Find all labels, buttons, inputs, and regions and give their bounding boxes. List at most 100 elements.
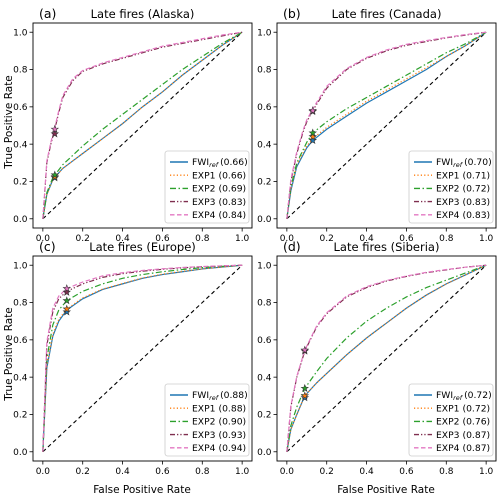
x-tick-label: 1.0	[235, 234, 250, 244]
legend-series-name: FWI	[436, 157, 453, 168]
legend-series-name: EXP1	[192, 403, 216, 414]
x-tick-label: 0.8	[195, 467, 210, 477]
panel-title: Late fires (Siberia)	[334, 240, 440, 254]
legend-label: EXP3 (0.87)	[436, 430, 490, 441]
legend-series-name: EXP4	[436, 443, 460, 454]
x-tick-label: 0.8	[195, 234, 210, 244]
legend-series-name: EXP2	[436, 417, 460, 428]
threshold-star	[300, 345, 310, 354]
y-tick-label: 0.0	[13, 448, 28, 458]
legend-series-name: EXP3	[436, 197, 460, 208]
legend-auc: (0.88)	[219, 403, 247, 414]
legend-auc: (0.84)	[219, 210, 247, 221]
legend-series-name: EXP2	[192, 184, 216, 195]
legend-series-name: EXP1	[436, 403, 460, 414]
legend-label: EXP2 (0.76)	[436, 417, 490, 428]
y-tick-label: 0.2	[13, 411, 27, 421]
y-tick-label: 0.8	[13, 299, 28, 309]
legend: FWIref (0.70)EXP1 (0.71)EXP2 (0.72)EXP3 (0.8…	[408, 150, 494, 224]
y-tick-label: 1.0	[257, 28, 272, 38]
legend-auc: (0.83)	[463, 197, 491, 208]
legend-auc: (0.72)	[463, 403, 491, 414]
x-tick-label: 0.0	[36, 467, 51, 477]
y-tick-label: 0.0	[257, 448, 272, 458]
legend-label: EXP3 (0.83)	[192, 197, 246, 208]
panel-1: 0.0 0.0 0.2 0.2 0.4 0.4 0.6 0.6 0.8 0.8 1.0 1.0 (b) L…	[257, 6, 497, 244]
ylabel-top: True Positive Rate	[3, 75, 15, 170]
legend-label: EXP4 (0.84)	[192, 210, 246, 221]
legend: FWIref (0.88)EXP1 (0.88)EXP2 (0.90)EXP3 (0.9…	[164, 383, 250, 457]
panel-tag: (c)	[39, 239, 56, 254]
legend-series-name: EXP3	[436, 430, 460, 441]
legend-label: FWIref (0.72)	[436, 390, 492, 402]
legend-auc: (0.94)	[219, 443, 247, 454]
legend-label: EXP4 (0.87)	[436, 443, 490, 454]
y-tick-label: 1.0	[13, 261, 28, 271]
legend-auc: (0.93)	[219, 430, 247, 441]
y-tick-label: 0.2	[257, 411, 271, 421]
legend-series-name: EXP2	[192, 417, 216, 428]
legend-label: EXP1 (0.72)	[436, 403, 490, 414]
panel-0: 0.0 0.0 0.2 0.2 0.4 0.4 0.6 0.6 0.8 0.8 1.0 1.0 (a) L…	[13, 6, 253, 244]
x-tick-label: 0.0	[280, 234, 295, 244]
y-tick-label: 0.8	[257, 299, 272, 309]
legend-series-subscript: ref	[453, 161, 464, 169]
axes-frame	[32, 22, 253, 229]
y-tick-label: 1.0	[257, 261, 272, 271]
x-tick-label: 0.6	[399, 234, 414, 244]
legend-auc: (0.72)	[463, 184, 491, 195]
x-tick-label: 0.6	[155, 467, 170, 477]
legend-series-name: EXP1	[436, 170, 460, 181]
panel-title: Late fires (Canada)	[332, 7, 442, 21]
legend-label: EXP2 (0.72)	[436, 184, 490, 195]
series-line-exp2	[286, 31, 487, 219]
legend-auc: (0.90)	[219, 417, 247, 428]
legend-box	[408, 150, 494, 224]
legend-label: EXP2 (0.69)	[192, 184, 246, 195]
legend-label: EXP3 (0.93)	[192, 430, 246, 441]
series-line-exp2	[42, 264, 243, 452]
panel-title: Late fires (Europe)	[89, 240, 196, 254]
legend-auc: (0.76)	[463, 417, 491, 428]
x-tick-label: 0.4	[359, 234, 374, 244]
y-tick-label: 0.4	[13, 373, 28, 383]
panel-3: 0.0 0.0 0.2 0.2 0.4 0.4 0.6 0.6 0.8 0.8 1.0 1.0 (d) L…	[257, 239, 497, 477]
legend-auc: (0.66)	[219, 170, 247, 181]
legend-auc: (0.88)	[220, 390, 248, 401]
chance-line	[42, 264, 243, 453]
legend-series-name: EXP3	[192, 197, 216, 208]
legend-series-name: EXP1	[192, 170, 216, 181]
legend-series-name: FWI	[436, 390, 453, 401]
legend-box	[164, 150, 250, 224]
x-tick-label: 0.4	[115, 467, 130, 477]
series-line-exp1	[42, 31, 243, 219]
legend-series-name: FWI	[192, 157, 209, 168]
x-tick-label: 0.6	[399, 467, 414, 477]
y-tick-label: 0.8	[257, 66, 272, 76]
threshold-star	[62, 304, 72, 313]
legend-label: EXP3 (0.83)	[436, 197, 490, 208]
y-tick-label: 0.0	[13, 215, 28, 225]
y-tick-label: 0.0	[257, 215, 272, 225]
legend-auc: (0.70)	[464, 157, 492, 168]
series-line-exp1	[286, 31, 487, 219]
legend-label: EXP1 (0.88)	[192, 403, 246, 414]
legend-box	[408, 383, 494, 457]
legend-series-name: EXP4	[192, 210, 216, 221]
legend-series-subscript: ref	[209, 161, 220, 169]
panel-tag: (a)	[39, 6, 56, 21]
legend: FWIref (0.72)EXP1 (0.72)EXP2 (0.76)EXP3 (0.8…	[408, 383, 494, 457]
series-line-fwi	[42, 264, 243, 452]
x-tick-label: 0.0	[280, 467, 295, 477]
legend-label: EXP4 (0.94)	[192, 443, 246, 454]
legend-label: FWIref (0.88)	[192, 390, 248, 402]
legend: FWIref (0.66)EXP1 (0.66)EXP2 (0.69)EXP3 (0.8…	[164, 150, 250, 224]
chance-line	[286, 31, 487, 220]
y-tick-label: 0.8	[13, 66, 28, 76]
threshold-star	[300, 383, 310, 392]
x-tick-label: 0.8	[439, 234, 454, 244]
x-tick-label: 0.2	[76, 234, 90, 244]
ylabel-bottom: True Positive Rate	[3, 307, 15, 402]
threshold-star	[50, 129, 60, 138]
